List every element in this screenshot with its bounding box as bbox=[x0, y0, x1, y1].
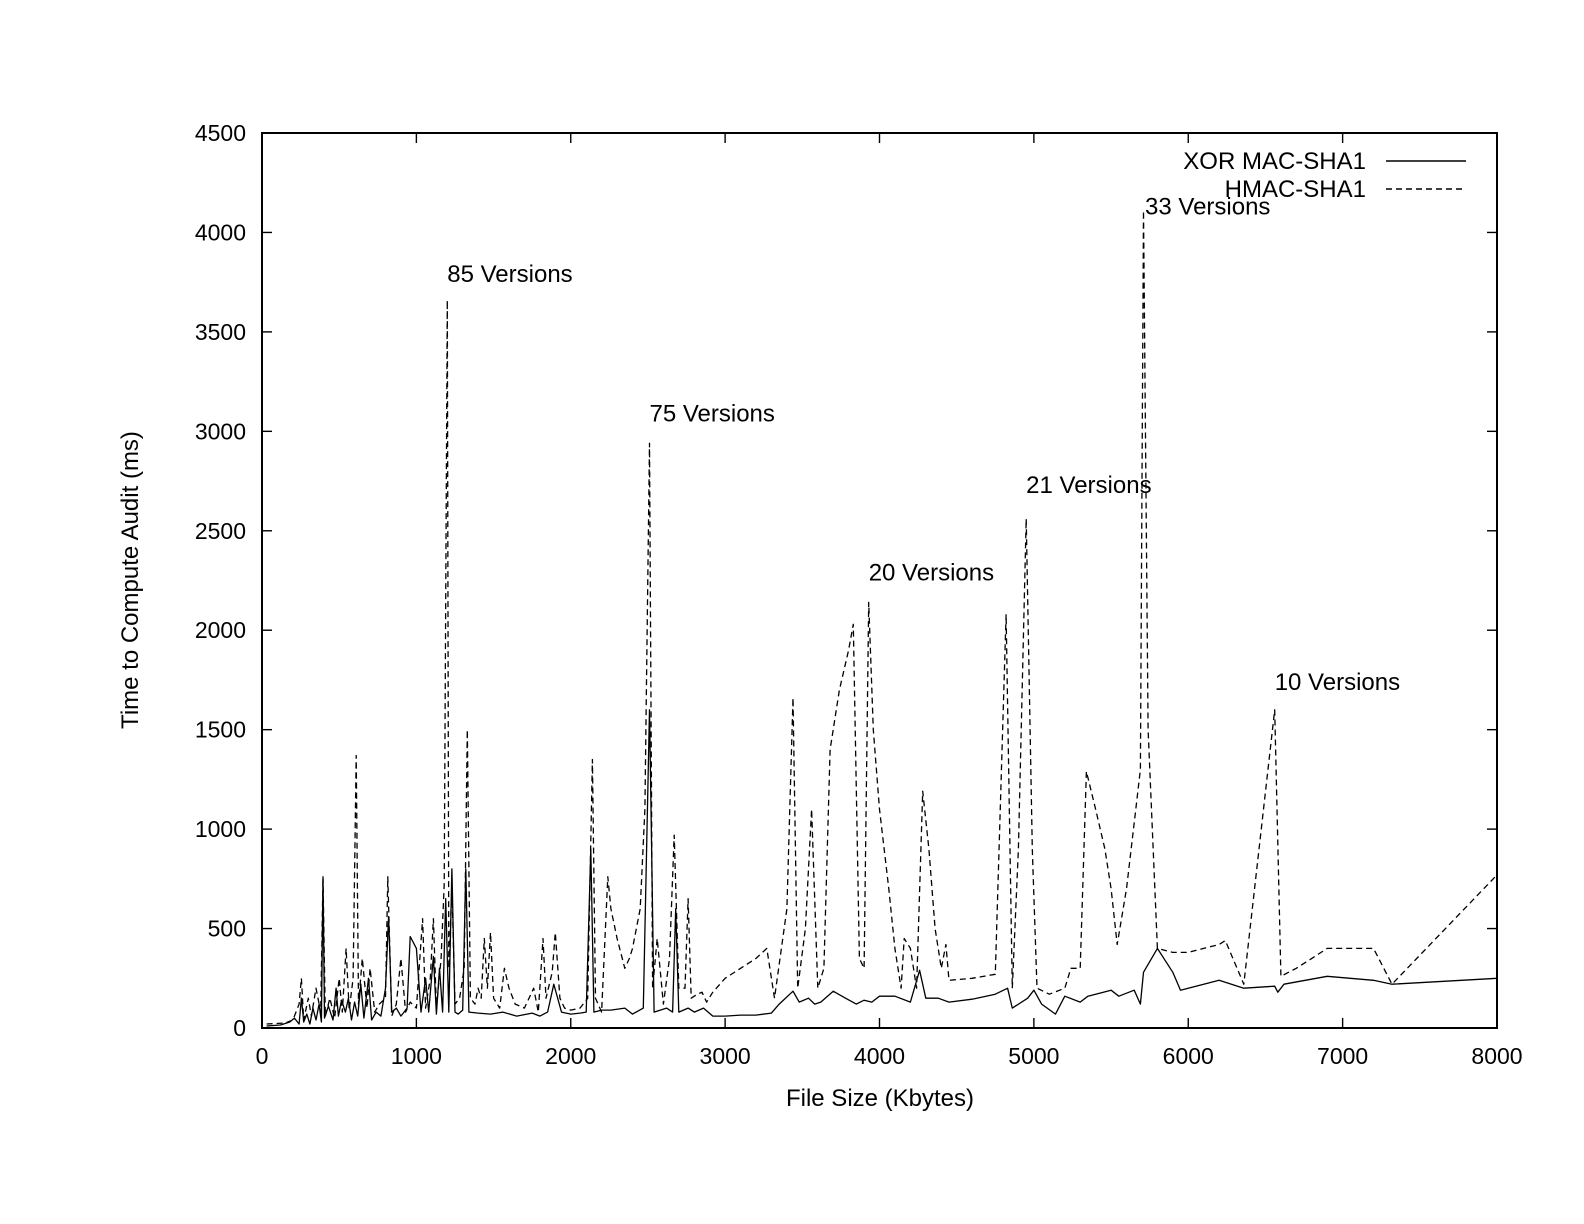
legend-label-xor-mac-sha1: XOR MAC-SHA1 bbox=[1183, 148, 1366, 175]
y-tick-label: 4500 bbox=[195, 120, 246, 146]
series-layer bbox=[266, 209, 1498, 1027]
legend-label-hmac-sha1: HMAC-SHA1 bbox=[1225, 176, 1366, 203]
x-tick-label: 2000 bbox=[545, 1043, 596, 1069]
x-tick-label: 6000 bbox=[1163, 1043, 1214, 1069]
series-line-hmac-sha1 bbox=[266, 209, 1498, 1025]
x-tick-label: 5000 bbox=[1008, 1043, 1059, 1069]
y-tick-label: 4000 bbox=[195, 219, 246, 245]
y-tick-label: 2000 bbox=[195, 617, 246, 643]
version-annotation: 10 Versions bbox=[1275, 669, 1400, 696]
legend: XOR MAC-SHA1 HMAC-SHA1 bbox=[1183, 148, 1466, 203]
series-line-xor-mac-sha1 bbox=[266, 709, 1498, 1027]
x-tick-label: 4000 bbox=[854, 1043, 905, 1069]
y-tick-label: 3500 bbox=[195, 319, 246, 345]
annotations: 85 Versions 75 Versions 20 Versions 21 Vers… bbox=[447, 193, 1400, 695]
y-axis-title: Time to Compute Audit (ms) bbox=[117, 431, 144, 729]
y-tick-label: 1500 bbox=[195, 717, 246, 743]
x-tick-label: 1000 bbox=[391, 1043, 442, 1069]
y-tick-label: 3000 bbox=[195, 418, 246, 444]
y-tick-label: 2500 bbox=[195, 518, 246, 544]
version-annotation: 33 Versions bbox=[1145, 193, 1270, 220]
version-annotation: 20 Versions bbox=[869, 559, 994, 586]
x-tick-label: 0 bbox=[256, 1043, 269, 1069]
y-tick-label: 1000 bbox=[195, 816, 246, 842]
x-axis-title: File Size (Kbytes) bbox=[786, 1085, 974, 1112]
y-tick-label: 500 bbox=[208, 916, 246, 942]
version-annotation: 21 Versions bbox=[1026, 472, 1151, 499]
axis-ticks: 0 1000 2000 3000 4000 5000 6000 7000 8000 0 500 100… bbox=[195, 120, 1523, 1069]
version-annotation: 85 Versions bbox=[447, 261, 572, 288]
x-tick-label: 7000 bbox=[1317, 1043, 1368, 1069]
x-tick-label: 3000 bbox=[700, 1043, 751, 1069]
version-annotation: 75 Versions bbox=[649, 400, 774, 427]
y-tick-label: 0 bbox=[233, 1015, 246, 1041]
x-tick-label: 8000 bbox=[1471, 1043, 1522, 1069]
